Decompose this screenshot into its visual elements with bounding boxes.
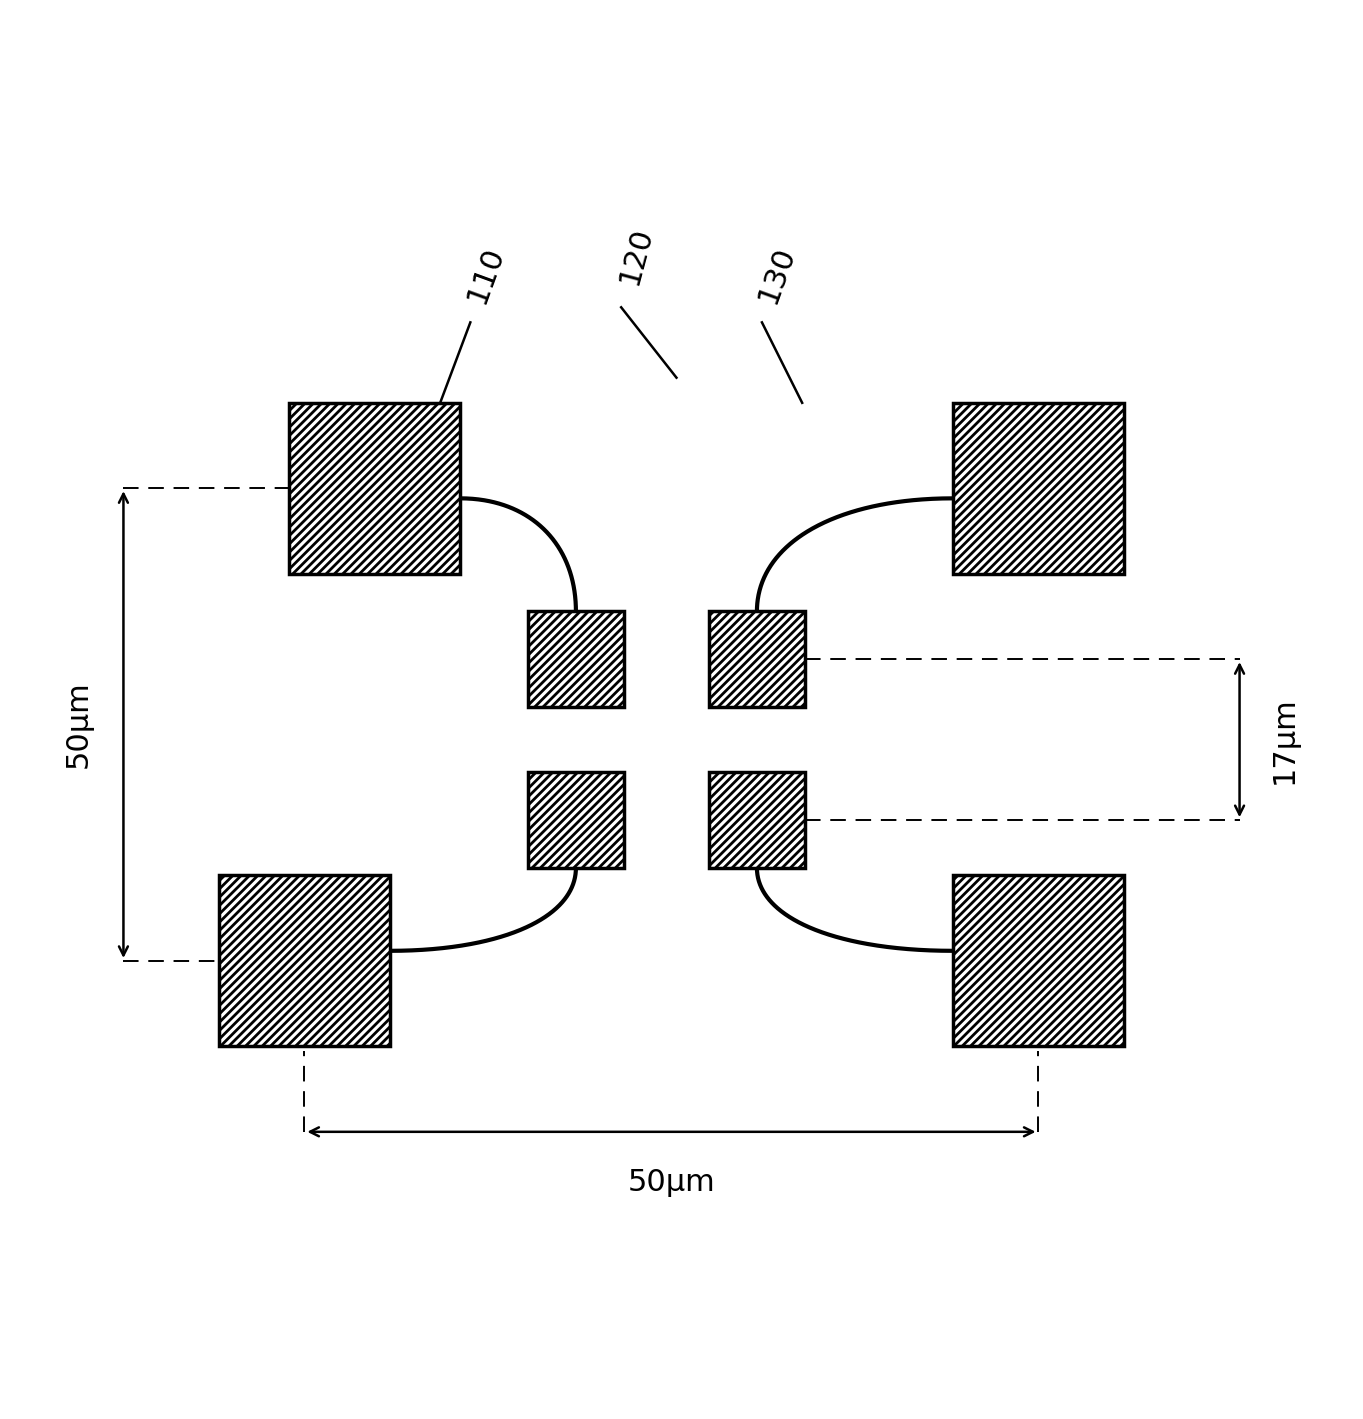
Bar [219, 876, 390, 1046]
Bar [527, 772, 624, 868]
Text: 110: 110 [462, 243, 508, 308]
Text: 50μm: 50μm [64, 681, 93, 769]
Bar [953, 876, 1124, 1046]
Text: 120: 120 [615, 224, 658, 287]
Bar [289, 403, 461, 573]
Text: 130: 130 [754, 243, 800, 308]
Bar [527, 612, 624, 707]
Bar [953, 403, 1124, 573]
Text: 17μm: 17μm [1270, 695, 1299, 783]
Bar [709, 612, 804, 707]
Bar [709, 772, 804, 868]
Text: 50μm: 50μm [627, 1168, 716, 1196]
